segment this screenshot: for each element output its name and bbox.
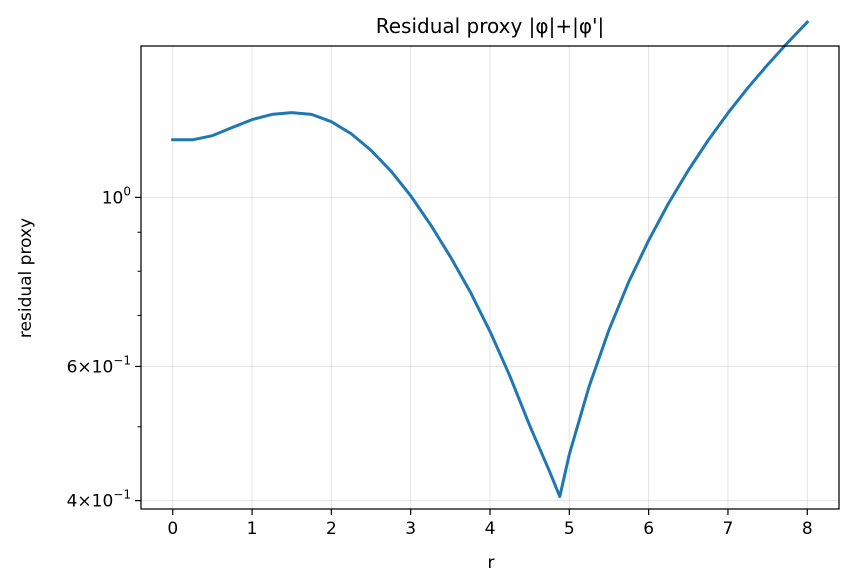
y-axis-label: residual proxy — [16, 218, 36, 338]
x-axis-ticks: 0 1 2 3 4 5 6 7 8 — [167, 509, 813, 539]
x-axis-label: r — [488, 553, 495, 573]
x-tick-label: 6 — [643, 519, 654, 539]
y-tick-label: 6×10−1 — [67, 353, 131, 377]
y-axis-ticks: 4×10−1 6×10−1 100 — [67, 184, 141, 512]
series-layer — [171, 20, 810, 499]
x-tick-label: 1 — [247, 519, 258, 539]
x-tick-label: 2 — [326, 519, 337, 539]
y-tick-label: 4×10−1 — [67, 488, 131, 512]
x-tick-label: 3 — [405, 519, 416, 539]
y-tick-label: 100 — [102, 184, 131, 208]
series-line — [171, 20, 810, 499]
x-tick-label: 7 — [723, 519, 734, 539]
x-tick-label: 4 — [485, 519, 496, 539]
x-tick-label: 0 — [167, 519, 178, 539]
x-tick-label: 5 — [564, 519, 575, 539]
chart-title: Residual proxy |φ|+|φ'| — [376, 14, 605, 38]
x-tick-label: 8 — [802, 519, 813, 539]
